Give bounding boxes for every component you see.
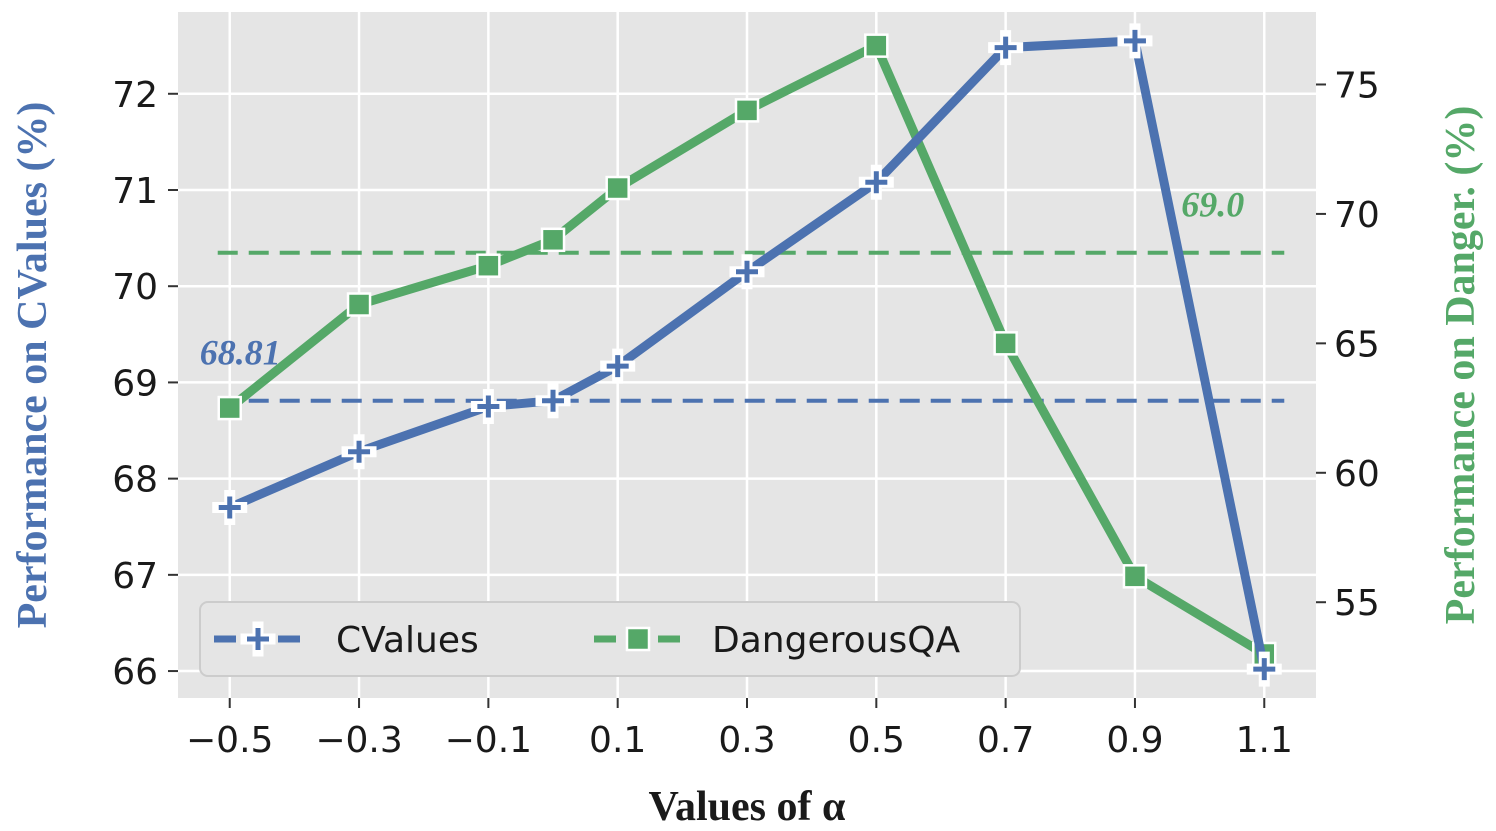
data-point-cvalues-5	[729, 254, 765, 290]
legend: CValues DangerousQA	[199, 601, 1021, 677]
right-y-tick-label-4: 75	[1334, 65, 1380, 106]
legend-label-dangerousqa: DangerousQA	[712, 620, 961, 661]
data-point-dangerousqa-1	[346, 292, 372, 317]
data-point-cvalues-6	[858, 164, 894, 200]
data-point-dangerousqa-3	[540, 227, 566, 253]
x-tick-label-8: 1.1	[1236, 720, 1293, 761]
data-point-dangerousqa-2	[476, 253, 501, 278]
legend-swatch-dangerousqa	[594, 626, 682, 652]
data-point-cvalues-1-cross	[348, 440, 371, 463]
x-axis-ticks: −0.5 −0.3 −0.1 0.1 0.3 0.5 0.7 0.9 1.1	[186, 698, 1293, 761]
right-y-tick-label-3: 70	[1334, 195, 1380, 236]
data-point-cvalues-7-cross	[994, 36, 1017, 59]
x-tick-label-2: −0.1	[445, 720, 532, 761]
data-point-cvalues-8-cross	[1123, 29, 1146, 52]
data-point-dangerousqa-6	[864, 33, 889, 58]
data-point-dangerousqa-4	[605, 175, 630, 201]
data-point-cvalues-6-cross	[865, 171, 888, 194]
right-y-axis-ticks: 55 60 65 70 75	[1316, 65, 1380, 624]
data-point-cvalues-0-cross	[218, 496, 241, 519]
data-point-cvalues-0	[212, 489, 248, 525]
left-y-tick-label-4: 70	[112, 267, 158, 308]
data-point-cvalues-4	[600, 348, 636, 384]
data-point-dangerousqa-8	[1122, 564, 1148, 589]
legend-marker-dangerousqa	[625, 626, 651, 652]
series-line-dangerousqa	[226, 41, 1267, 658]
data-point-cvalues-8	[1117, 23, 1153, 59]
data-point-cvalues-9	[1246, 651, 1282, 687]
reference-label-cvalues: 68.81	[200, 333, 281, 373]
data-point-cvalues-2-cross	[477, 395, 500, 418]
left-y-tick-label-0: 66	[112, 652, 158, 693]
reference-lines: 68.81 69.0	[200, 185, 1285, 403]
left-y-tick-label-1: 67	[112, 556, 158, 597]
left-y-tick-label-2: 68	[112, 460, 158, 501]
legend-label-cvalues: CValues	[336, 620, 479, 661]
x-tick-label-7: 0.9	[1106, 720, 1163, 761]
right-y-tick-label-2: 65	[1334, 324, 1380, 365]
data-point-dangerousqa-7	[993, 331, 1018, 356]
data-point-cvalues-5-cross	[736, 260, 758, 283]
left-y-tick-label-3: 69	[112, 363, 158, 404]
legend-swatch-cvalues	[214, 621, 302, 657]
x-tick-label-6: 0.7	[977, 720, 1034, 761]
right-y-tick-label-1: 60	[1334, 454, 1380, 495]
left-y-axis-label: Performance on CValues (%)	[10, 102, 56, 629]
data-point-dangerousqa-5	[734, 98, 760, 123]
data-point-cvalues-3-cross	[542, 389, 565, 412]
data-point-dangerousqa-0	[217, 395, 242, 421]
right-y-tick-label-0: 55	[1334, 583, 1380, 624]
left-y-tick-label-6: 72	[112, 75, 158, 116]
data-point-cvalues-2	[470, 388, 506, 424]
x-tick-label-5: 0.5	[848, 720, 905, 761]
legend-marker-cvalues	[240, 621, 276, 657]
x-tick-label-0: −0.5	[186, 720, 273, 761]
right-y-axis-label: Performance on Danger. (%)	[1438, 106, 1484, 625]
x-tick-label-3: 0.1	[589, 720, 646, 761]
legend-marker-cvalues-cross	[247, 628, 269, 650]
series-layer	[212, 23, 1282, 687]
x-tick-label-1: −0.3	[315, 720, 402, 761]
data-point-cvalues-4-cross	[606, 355, 629, 378]
left-y-tick-label-5: 71	[112, 171, 158, 212]
data-point-cvalues-9-cross	[1253, 658, 1276, 681]
x-tick-label-4: 0.3	[718, 720, 775, 761]
x-axis-label: Values of α	[649, 784, 846, 830]
reference-label-dangerousqa: 69.0	[1181, 185, 1244, 225]
data-point-cvalues-3	[535, 383, 571, 419]
data-point-cvalues-7	[988, 30, 1024, 66]
series-line-cvalues	[227, 36, 1269, 671]
data-point-cvalues-1	[341, 434, 377, 470]
left-y-axis-ticks: 66 67 68 69 70 71 72	[112, 75, 178, 693]
